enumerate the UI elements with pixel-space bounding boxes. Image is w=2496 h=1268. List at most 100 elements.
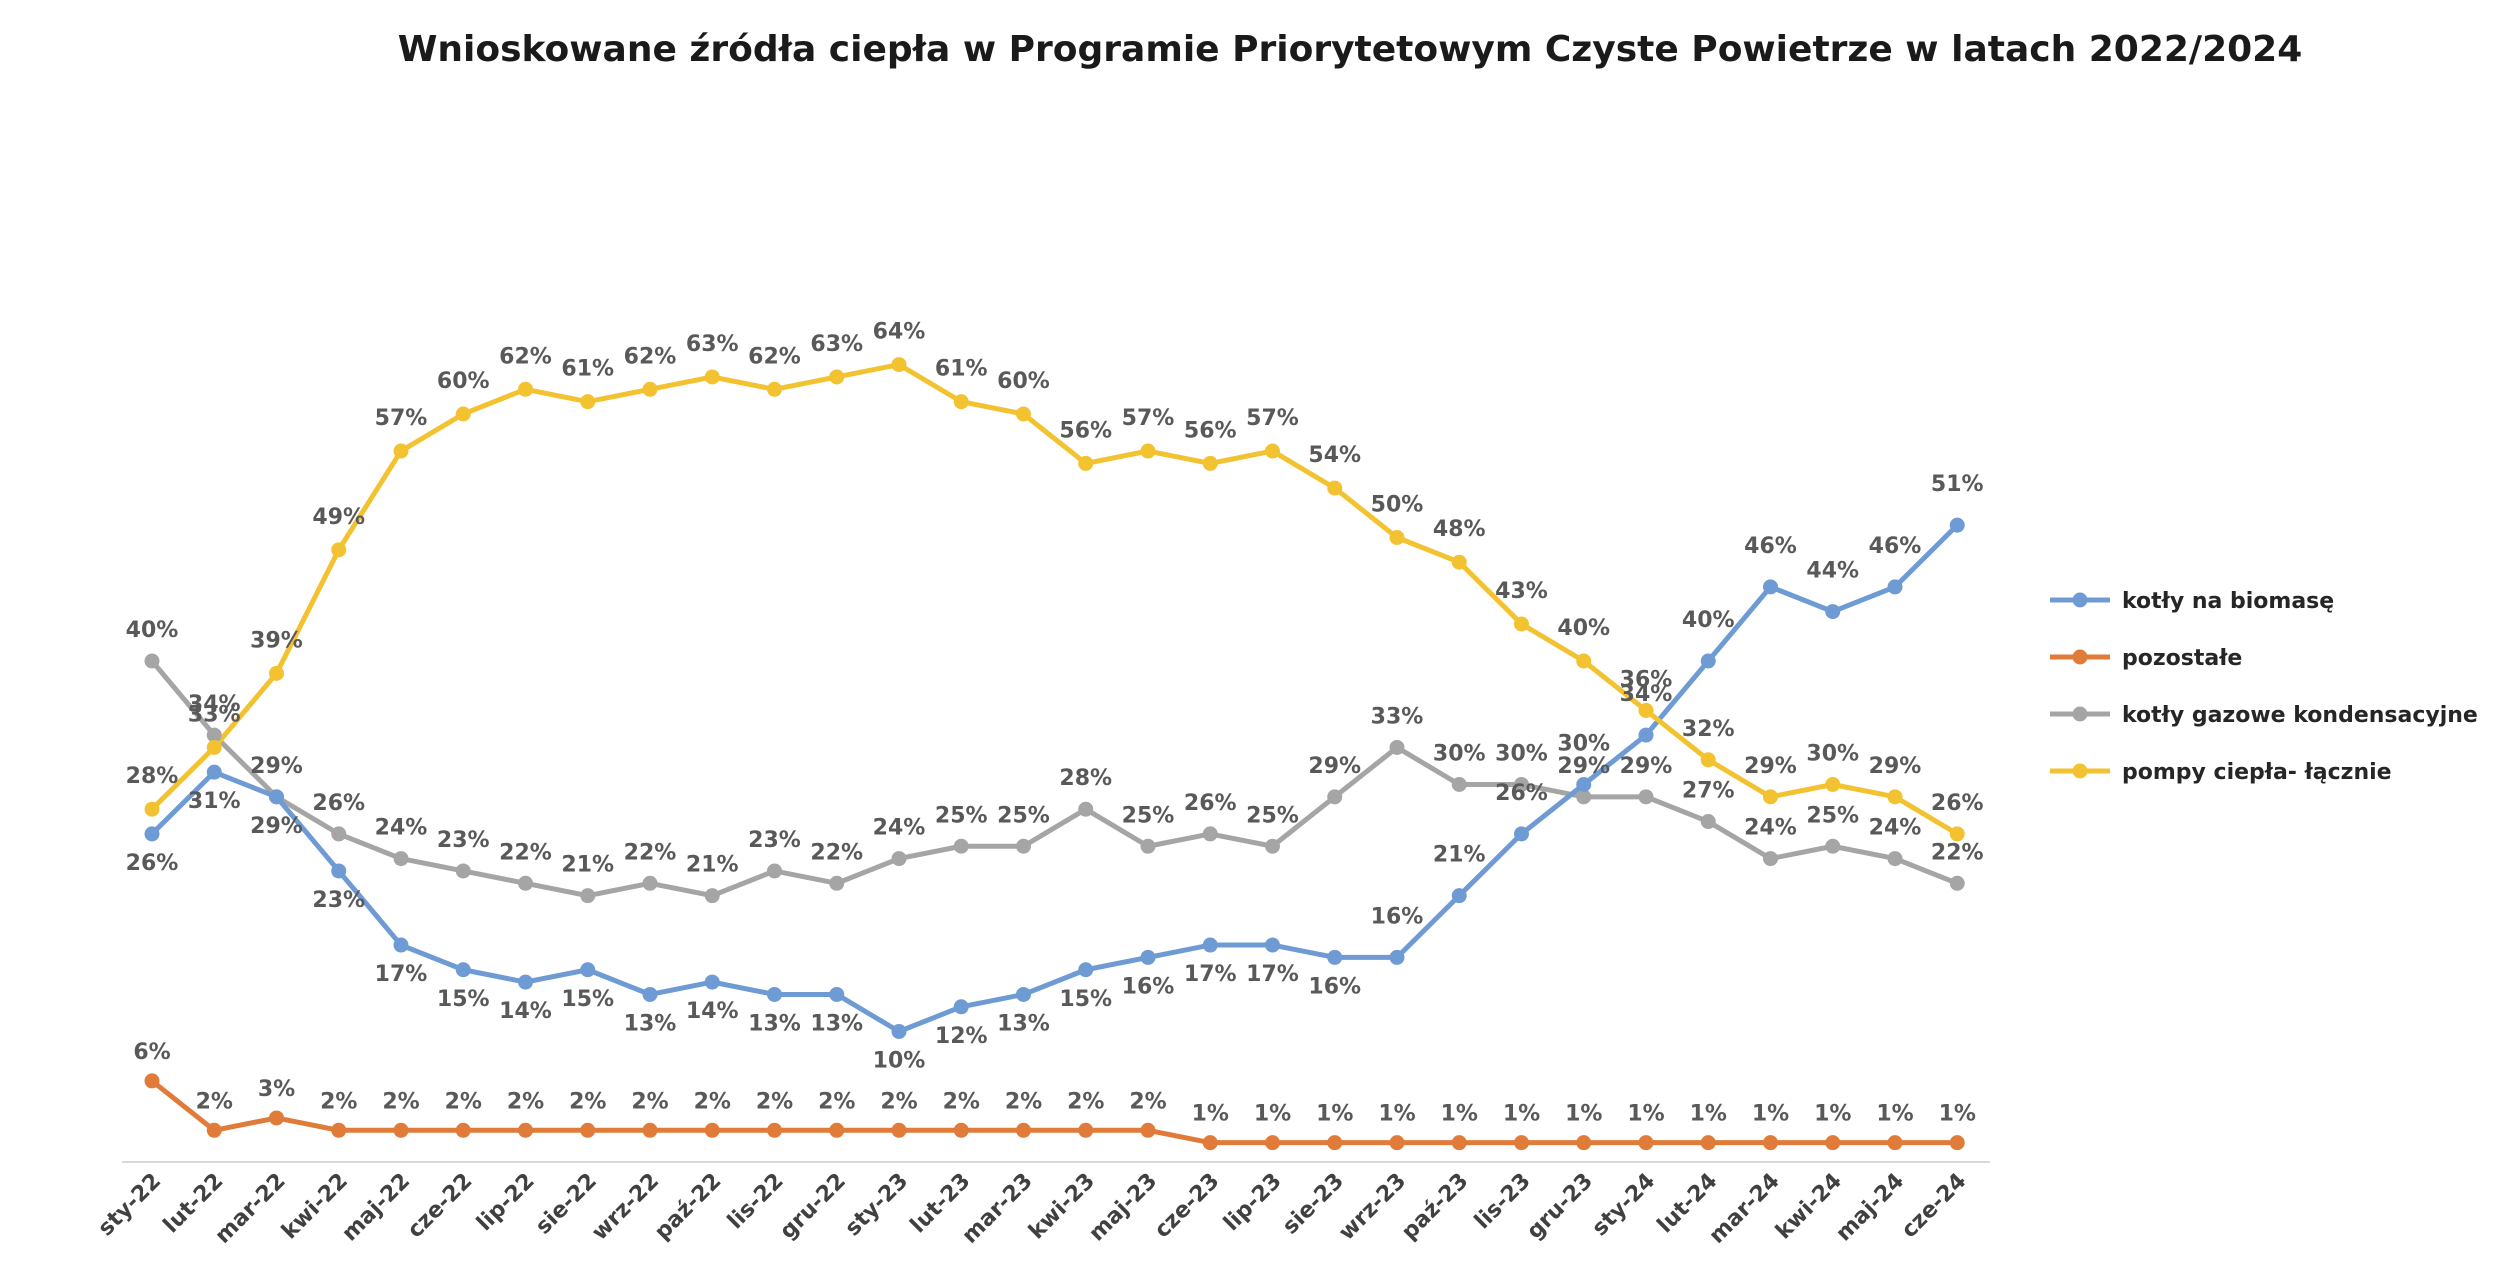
x-tick-label: maj-22 bbox=[337, 1169, 415, 1247]
data-point bbox=[1576, 1135, 1592, 1151]
data-point bbox=[1825, 777, 1841, 792]
x-tick-label: maj-23 bbox=[1084, 1169, 1162, 1247]
data-label: 22% bbox=[624, 840, 677, 865]
data-point bbox=[1265, 1135, 1280, 1151]
data-point bbox=[1140, 949, 1156, 965]
data-label: 16% bbox=[1308, 974, 1361, 999]
data-point bbox=[767, 1122, 782, 1138]
series-line bbox=[149, 362, 1960, 837]
data-point bbox=[518, 381, 533, 397]
plot-area: sty-22lut-22mar-22kwi-22maj-22cze-22lip-… bbox=[94, 320, 1990, 1249]
data-label: 48% bbox=[1433, 517, 1486, 542]
x-tick-label: wrz-22 bbox=[587, 1169, 664, 1246]
series-line bbox=[149, 1078, 1960, 1146]
data-point bbox=[331, 863, 347, 879]
data-point bbox=[1451, 554, 1467, 570]
data-label: 2% bbox=[818, 1089, 855, 1114]
data-point bbox=[767, 986, 782, 1002]
data-label: 40% bbox=[126, 618, 179, 643]
data-point bbox=[1700, 752, 1716, 768]
data-point bbox=[580, 394, 596, 410]
data-label: 30% bbox=[1806, 742, 1859, 767]
data-point bbox=[1887, 789, 1903, 805]
data-point bbox=[393, 1122, 409, 1138]
data-point bbox=[1451, 1135, 1467, 1151]
data-point bbox=[455, 406, 471, 422]
data-point bbox=[767, 863, 782, 879]
data-label: 1% bbox=[1876, 1102, 1913, 1127]
data-label: 57% bbox=[1122, 406, 1175, 431]
data-point bbox=[206, 1122, 222, 1138]
data-point bbox=[1389, 949, 1405, 965]
data-label: 2% bbox=[1067, 1089, 1104, 1114]
x-tick-label: cze-23 bbox=[1150, 1169, 1225, 1244]
data-point bbox=[1078, 1122, 1094, 1138]
data-label: 25% bbox=[997, 803, 1050, 828]
data-label: 2% bbox=[569, 1089, 606, 1114]
data-point bbox=[455, 863, 471, 879]
data-point bbox=[144, 801, 160, 817]
data-label: 1% bbox=[1627, 1102, 1664, 1127]
data-label: 1% bbox=[1565, 1102, 1602, 1127]
series-line bbox=[149, 522, 1960, 1034]
x-tick-label: wrz-23 bbox=[1334, 1169, 1411, 1246]
data-point bbox=[642, 986, 658, 1002]
data-label: 3% bbox=[258, 1077, 295, 1102]
data-label: 29% bbox=[1557, 754, 1610, 779]
data-point bbox=[144, 653, 160, 669]
data-label: 60% bbox=[997, 369, 1050, 394]
legend-entry: pompy ciepła- łącznie bbox=[2122, 760, 2392, 785]
data-point bbox=[1949, 517, 1965, 533]
data-point bbox=[1389, 739, 1405, 755]
data-point bbox=[1638, 1135, 1654, 1151]
x-tick-label: lip-22 bbox=[472, 1169, 540, 1237]
data-label: 61% bbox=[561, 357, 614, 382]
data-point bbox=[767, 381, 782, 397]
data-label: 51% bbox=[1931, 472, 1984, 497]
data-point bbox=[1078, 962, 1094, 978]
series-line bbox=[149, 658, 1960, 899]
data-label: 62% bbox=[499, 344, 552, 369]
chart-title: Wnioskowane źródła ciepła w Programie Pr… bbox=[398, 29, 2303, 70]
data-label: 2% bbox=[445, 1089, 482, 1114]
data-point bbox=[1327, 789, 1343, 805]
data-point bbox=[393, 443, 409, 459]
data-point bbox=[1514, 1135, 1529, 1151]
x-tick-label: gru-23 bbox=[1522, 1169, 1598, 1245]
data-point bbox=[1140, 443, 1156, 459]
data-label: 25% bbox=[1246, 803, 1299, 828]
data-label: 1% bbox=[1254, 1102, 1291, 1127]
data-point bbox=[1949, 875, 1965, 891]
data-point bbox=[1638, 727, 1654, 743]
data-label: 31% bbox=[188, 789, 241, 814]
data-point bbox=[1949, 826, 1965, 842]
x-tick-label: cze-22 bbox=[403, 1169, 478, 1244]
x-tick-label: cze-24 bbox=[1897, 1169, 1972, 1244]
data-label: 1% bbox=[1192, 1102, 1229, 1127]
data-point bbox=[1016, 1122, 1031, 1138]
data-point bbox=[1016, 406, 1031, 422]
data-point bbox=[1078, 801, 1094, 817]
data-point bbox=[1700, 1135, 1716, 1151]
data-point bbox=[1202, 937, 1218, 953]
data-point bbox=[829, 369, 845, 385]
x-tick-label: paź-22 bbox=[650, 1169, 726, 1245]
data-point bbox=[1327, 949, 1343, 965]
data-point bbox=[1576, 789, 1592, 805]
data-label: 2% bbox=[1129, 1089, 1166, 1114]
data-point bbox=[704, 1122, 720, 1138]
x-tick-label: sty-22 bbox=[94, 1169, 167, 1242]
data-label: 26% bbox=[312, 791, 365, 816]
data-point bbox=[704, 888, 720, 904]
data-point bbox=[518, 974, 533, 990]
data-point bbox=[1202, 1135, 1218, 1151]
x-tick-label: sty-23 bbox=[841, 1169, 914, 1242]
data-label: 29% bbox=[1620, 754, 1673, 779]
data-label: 62% bbox=[624, 344, 677, 369]
data-point bbox=[1514, 616, 1529, 632]
data-point bbox=[1576, 653, 1592, 669]
data-point bbox=[1638, 702, 1654, 718]
data-label: 57% bbox=[1246, 406, 1299, 431]
data-label: 14% bbox=[499, 999, 552, 1024]
data-point bbox=[953, 1122, 969, 1138]
